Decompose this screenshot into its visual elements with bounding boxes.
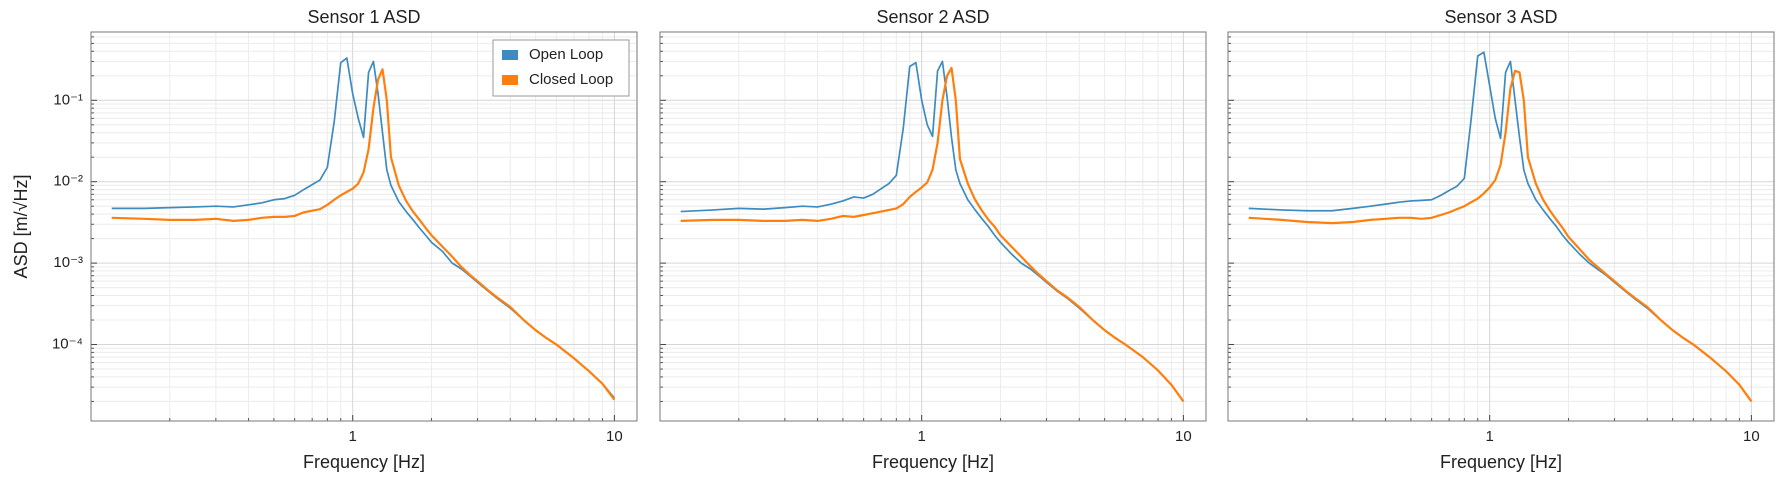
x-axis-label: Frequency [Hz]	[872, 452, 994, 472]
x-axis-label: Frequency [Hz]	[303, 452, 425, 472]
series-line	[680, 66, 1185, 403]
y-tick-label: 10⁻³	[53, 254, 83, 271]
series-line	[111, 57, 616, 399]
plot-frame	[659, 31, 1207, 422]
x-tick-label: 10	[1743, 428, 1760, 445]
panel: 1 10 Sensor 2 ASD Frequency [Hz]	[659, 7, 1207, 472]
legend-swatch	[502, 50, 518, 60]
legend-label: Open Loop	[529, 46, 603, 63]
legend-box	[492, 39, 630, 97]
x-tick-label: 1	[349, 428, 357, 445]
panel: 1 10 10⁻¹ 10⁻² 10⁻³ 10⁻⁴ Sensor 1 ASD Frequency…	[11, 7, 638, 472]
plot-frame	[1227, 31, 1775, 422]
legend-swatch	[502, 75, 518, 85]
chart-title: Sensor 1 ASD	[307, 7, 420, 27]
y-tick-label: 10⁻¹	[53, 91, 83, 108]
chart-title: Sensor 2 ASD	[876, 7, 989, 27]
legend-label: Closed Loop	[529, 71, 613, 88]
y-tick-label: 10⁻²	[53, 173, 83, 190]
chart-title: Sensor 3 ASD	[1444, 7, 1557, 27]
series-line	[1248, 51, 1753, 402]
x-tick-label: 1	[918, 428, 926, 445]
panel: 1 10 Sensor 3 ASD Frequency [Hz]	[1227, 7, 1775, 472]
series-line	[1248, 69, 1753, 403]
x-tick-label: 1	[1486, 428, 1494, 445]
x-tick-label: 10	[1175, 428, 1192, 445]
series-line	[111, 68, 616, 401]
plot-frame	[90, 31, 638, 422]
x-axis-label: Frequency [Hz]	[1440, 452, 1562, 472]
x-tick-label: 10	[606, 428, 623, 445]
y-tick-label: 10⁻⁴	[52, 335, 83, 352]
y-axis-label: ASD [m/√Hz]	[11, 175, 31, 279]
